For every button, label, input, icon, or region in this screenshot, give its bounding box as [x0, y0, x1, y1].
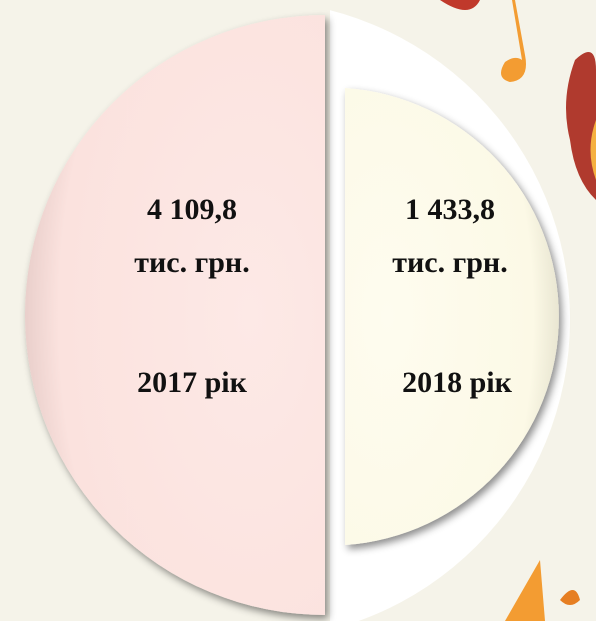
unit: тис. грн.	[134, 246, 249, 279]
amount: 1 433,8	[405, 193, 495, 226]
year: 2017 рік	[137, 366, 248, 399]
unit: тис. грн.	[392, 246, 507, 279]
decoration	[440, 0, 596, 621]
half-disk-2017	[25, 15, 325, 615]
half-disk-2018	[345, 88, 559, 545]
year: 2018 рік	[402, 366, 513, 399]
amount: 4 109,8	[147, 193, 237, 226]
